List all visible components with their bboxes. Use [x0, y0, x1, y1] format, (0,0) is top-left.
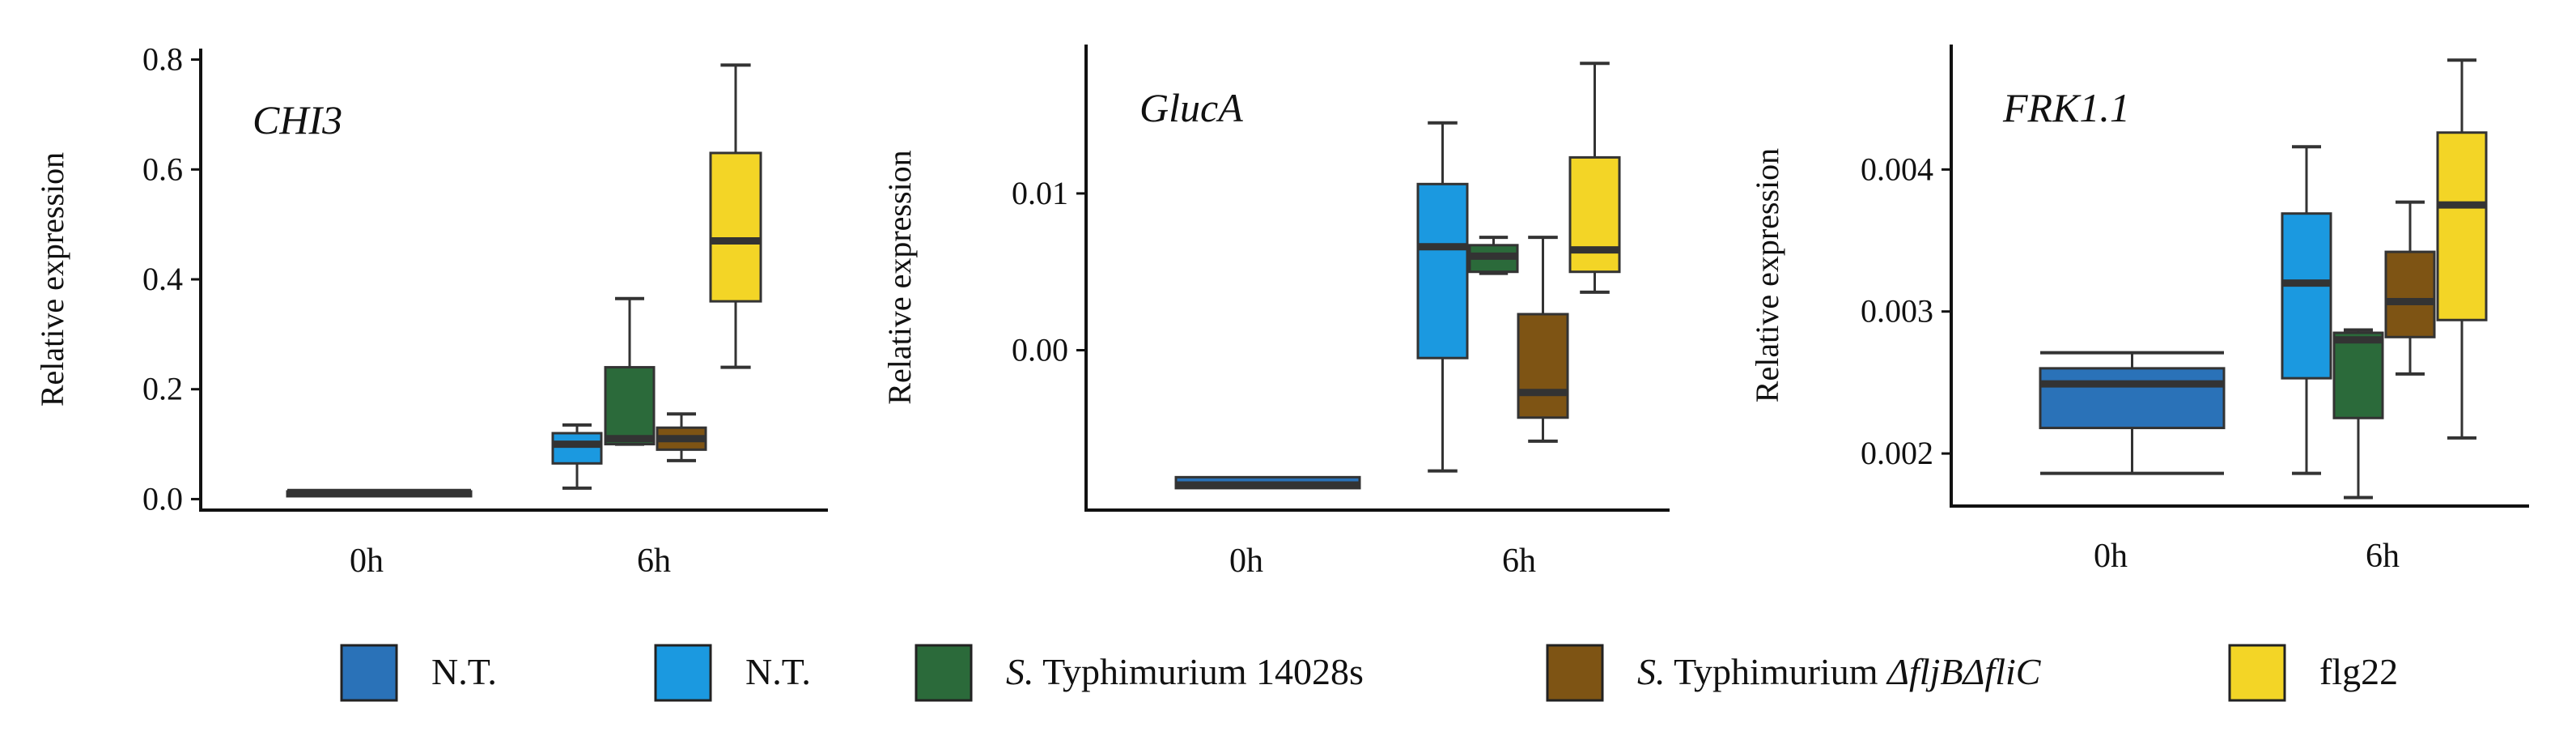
x-tick-label-6h: 6h — [637, 542, 671, 580]
box-flg22-6h — [709, 63, 762, 369]
legend-item-3: S. Typhimurium 14028s — [915, 644, 1364, 702]
x-tick-label-0h: 0h — [1229, 542, 1263, 580]
legend-item-1: N.T. — [340, 644, 497, 702]
x-tick-label-0h: 0h — [2094, 538, 2128, 575]
box-body — [1517, 313, 1569, 419]
box-body — [1568, 155, 1621, 274]
x-tick-label-0h: 0h — [350, 542, 384, 580]
legend-swatch — [340, 644, 398, 702]
box-n-t-6h — [2281, 145, 2332, 475]
legend-swatch — [654, 644, 712, 702]
y-tick-label: 0.01 — [1012, 175, 1068, 211]
legend-item-2: N.T. — [654, 644, 811, 702]
box-n-t-0h-0h — [1174, 475, 1361, 490]
legend-swatch — [915, 644, 973, 702]
chart-title: CHI3 — [253, 97, 342, 143]
legend-swatch — [1546, 644, 1604, 702]
chart-title: GlucA — [1139, 85, 1243, 130]
box-n-t-6h — [551, 423, 603, 490]
legend: N.T. N.T. S. Typhimurium 14028s S. Typhimur… — [340, 644, 2398, 702]
legend-label: N.T. — [431, 651, 497, 692]
y-axis-label: Relative expression — [34, 152, 70, 406]
box-n-t-6h — [1416, 121, 1469, 473]
box-s-typhimurium-14028s-6h — [1468, 236, 1519, 275]
box-s-typhimurium-fljb-flic-6h — [656, 412, 707, 462]
y-tick-label: 0.003 — [1861, 293, 1933, 330]
y-axis-label: Relative expression — [1749, 148, 1785, 402]
box-body — [551, 432, 603, 465]
chart-panels: 0.0 0.2 0.4 0.6 0.8 Relative expression CHI3 0h… — [34, 41, 2529, 580]
box-s-typhimurium-14028s-6h — [2332, 328, 2384, 500]
y-tick-label: 0.4 — [142, 261, 183, 297]
box-body — [2436, 131, 2488, 321]
box-body — [2384, 250, 2436, 338]
y-tick-label: 0.8 — [142, 41, 183, 78]
y-axis-label: Relative expression — [881, 150, 918, 404]
box-body — [2281, 212, 2332, 380]
box-body — [2332, 331, 2384, 419]
y-tick-label: 0.00 — [1012, 332, 1068, 368]
legend-label: flg22 — [2319, 651, 2398, 692]
box-flg22-6h — [2436, 58, 2488, 440]
y-tick-label: 0.0 — [142, 480, 183, 517]
box-n-t-0h-0h — [286, 488, 473, 498]
box-s-typhimurium-fljb-flic-6h — [2384, 200, 2436, 376]
box-n-t-0h-0h — [2039, 351, 2226, 475]
y-tick-label: 0.004 — [1861, 151, 1933, 187]
chart-panel-gluca: 0.00 0.01 Relative expression GlucA 0h 6h — [881, 45, 1670, 580]
legend-label: N.T. — [745, 651, 811, 692]
box-body — [2039, 367, 2226, 430]
x-tick-label-6h: 6h — [2366, 538, 2400, 575]
box-body — [604, 366, 656, 446]
chart-title: FRK1.1 — [2002, 85, 2130, 130]
box-s-typhimurium-fljb-flic-6h — [1517, 236, 1569, 443]
legend-label: S. Typhimurium ΔfljBΔfliC — [1637, 651, 2042, 692]
chart-panel-frk1-1: 0.002 0.003 0.004 Relative expression FRK1.1… — [1749, 45, 2529, 575]
chart-panel-chi3: 0.0 0.2 0.4 0.6 0.8 Relative expression CHI3 0h… — [34, 41, 828, 580]
y-tick-label: 0.002 — [1861, 435, 1933, 471]
box-body — [709, 151, 762, 303]
legend-swatch — [2228, 644, 2286, 702]
y-tick-label: 0.6 — [142, 151, 183, 187]
box-s-typhimurium-14028s-6h — [604, 296, 656, 446]
legend-item-5: flg22 — [2228, 644, 2398, 702]
box-flg22-6h — [1568, 62, 1621, 294]
legend-label: S. Typhimurium 14028s — [1006, 651, 1364, 692]
box-body — [1416, 182, 1469, 359]
y-tick-label: 0.2 — [142, 371, 183, 407]
x-tick-label-6h: 6h — [1502, 542, 1536, 580]
legend-item-4: S. Typhimurium ΔfljBΔfliC — [1546, 644, 2042, 702]
